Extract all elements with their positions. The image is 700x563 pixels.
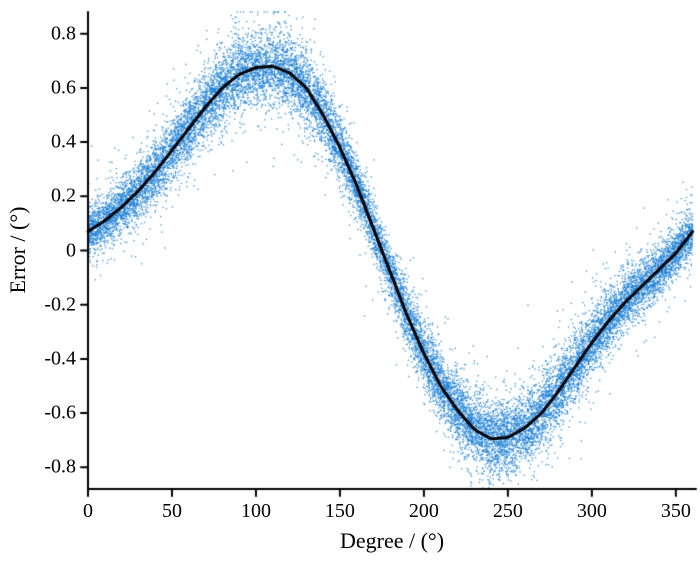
x-tick-label: 100 [240,500,271,522]
x-tick-label: 0 [83,500,93,522]
y-tick-label: 0 [66,239,76,261]
x-axis-label: Degree / (°) [339,528,445,553]
y-tick-label: -0.6 [44,401,76,424]
y-tick-label: -0.8 [44,455,76,478]
x-tick-label: 300 [576,500,607,522]
y-tick-label: -0.4 [44,347,76,370]
y-tick-label: 0.8 [51,22,76,45]
y-axis-label: Error / (°) [5,206,30,294]
x-tick-label: 150 [324,500,355,522]
x-tick-label: 200 [408,500,439,522]
x-tick-label: 250 [492,500,523,522]
y-tick-label: 0.6 [51,76,76,99]
y-tick-label: 0.4 [51,130,76,153]
y-tick-label: -0.2 [44,293,76,316]
x-tick-label: 350 [660,500,691,522]
y-tick-label: 0.2 [51,184,76,207]
x-tick-label: 50 [161,500,182,522]
